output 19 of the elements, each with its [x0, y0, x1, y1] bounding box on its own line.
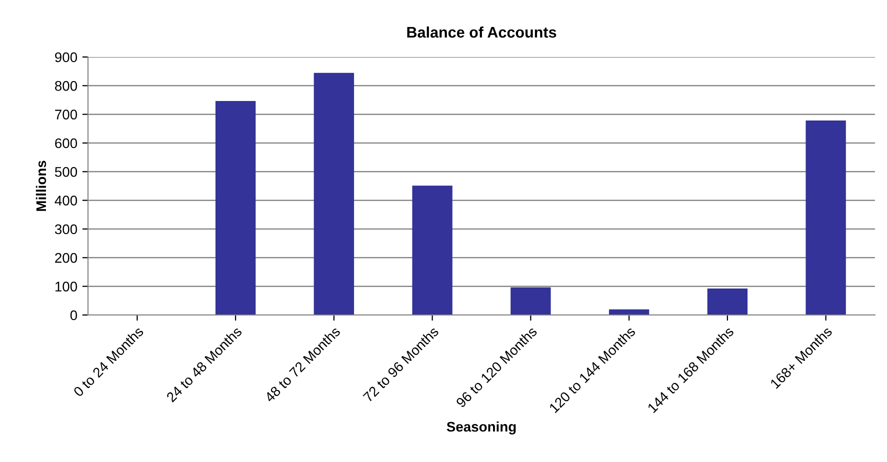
x-axis-title: Seasoning	[446, 421, 516, 434]
bar	[707, 288, 748, 315]
y-tick-label: 400	[54, 196, 78, 206]
chart-title: Balance of Accounts	[407, 26, 556, 38]
bar	[412, 186, 452, 315]
y-tick-label: 500	[54, 167, 78, 177]
y-tick-label: 600	[55, 138, 78, 148]
y-tick-label: 800	[55, 81, 78, 91]
y-tick-label: 300	[54, 224, 78, 234]
y-axis-title: Millions	[36, 160, 46, 211]
bar	[314, 72, 354, 315]
y-tick-label: 200	[55, 253, 78, 263]
bar	[215, 101, 256, 315]
y-tick-label: 0	[70, 310, 78, 320]
y-tick-label: 100	[55, 282, 78, 292]
y-tick-label: 700	[55, 110, 78, 120]
y-tick-label: 900	[55, 52, 78, 62]
bar	[806, 120, 846, 315]
bar	[510, 287, 551, 315]
